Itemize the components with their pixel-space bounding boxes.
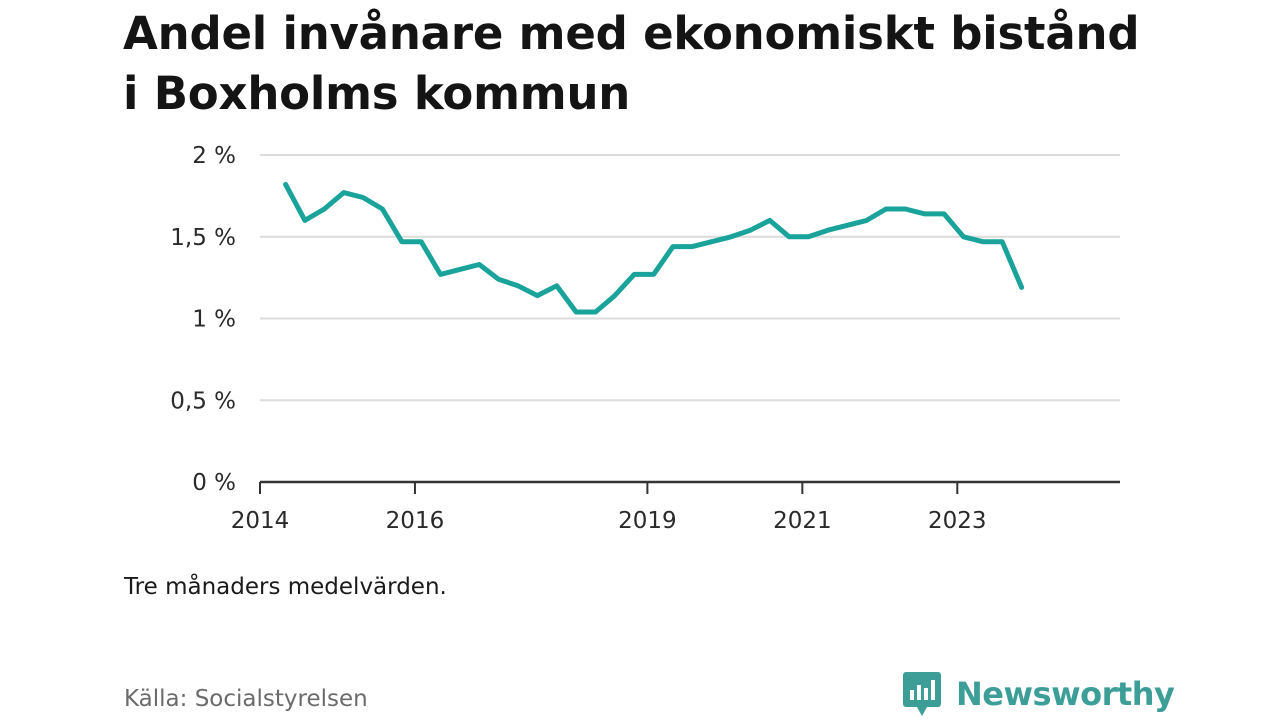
data-point [633,273,635,275]
brand-name: Newsworthy [956,675,1175,713]
data-point [343,192,345,194]
data-point [653,273,655,275]
chart-title: Andel invånare med ekonomiskt bistånd i … [123,7,1140,120]
chart-note: Tre månaders medelvärden. [124,574,447,600]
y-tick-label: 0 % [192,470,236,496]
data-point [788,236,790,238]
x-tick-label: 2014 [231,508,290,534]
data-point [304,219,306,221]
y-axis-ticks: 0 % 0,5 % 1 % 1,5 % 2 % [170,143,236,496]
y-tick-label: 2 % [192,143,236,169]
data-point [866,219,868,221]
gridlines [260,154,1120,402]
data-point [478,264,480,266]
y-tick-label: 0,5 % [170,388,236,414]
data-point [730,236,732,238]
data-point [982,241,984,243]
data-point [885,208,887,210]
x-tick-label: 2023 [928,508,987,534]
data-point [904,208,906,210]
x-tick-label: 2021 [773,508,832,534]
x-tick-label: 2016 [386,508,445,534]
data-point [943,213,945,215]
y-tick-label: 1 % [192,307,236,333]
data-point [827,229,829,231]
data-point [285,183,287,185]
data-point [749,229,751,231]
data-point [594,311,596,313]
data-point [498,278,500,280]
source-credit: Källa: Socialstyrelsen [124,686,368,712]
data-point [362,197,364,199]
data-point [769,219,771,221]
data-point [440,273,442,275]
data-point [323,208,325,210]
data-point [924,213,926,215]
data-point [1001,241,1003,243]
series-line [283,181,1025,315]
brand: Newsworthy [902,670,1175,718]
data-point [614,295,616,297]
data-point [711,241,713,243]
data-point [536,295,538,297]
data-point [556,285,558,287]
x-axis-ticks: 2014 2016 2019 2021 2023 [231,482,987,534]
data-point [575,311,577,313]
data-point [672,246,674,248]
data-point [846,224,848,226]
data-point [401,241,403,243]
series-layer [283,181,1025,315]
data-point [420,241,422,243]
data-point [808,236,810,238]
data-point [1021,286,1023,288]
data-point [962,236,964,238]
x-tick-label: 2019 [618,508,677,534]
data-point [691,246,693,248]
data-point [459,268,461,270]
y-tick-label: 1,5 % [170,225,236,251]
data-point [517,285,519,287]
data-point [381,208,383,210]
newsworthy-logo-icon [903,672,941,716]
